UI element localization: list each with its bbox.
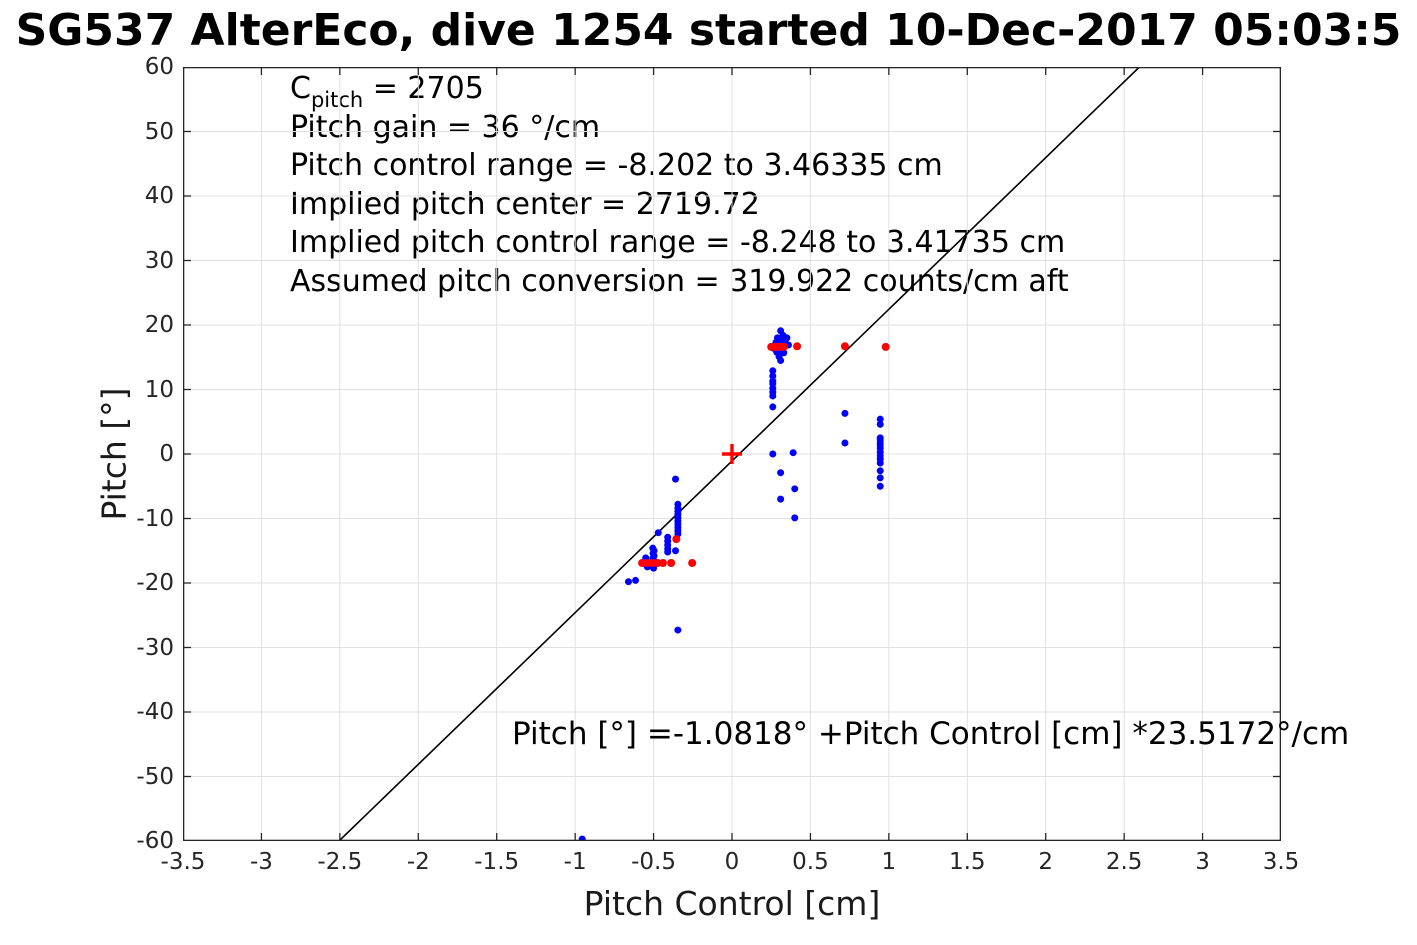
y-tick-label: -30 xyxy=(136,634,174,661)
y-tick-label: 50 xyxy=(144,118,174,145)
y-tick-label: 60 xyxy=(144,54,174,80)
x-tick-label: -1 xyxy=(563,849,587,875)
y-tick-label: 10 xyxy=(144,376,174,403)
y-tick-label: 0 xyxy=(159,441,174,467)
pitch-center-red-plus xyxy=(722,444,742,464)
x-tick-label: 3.5 xyxy=(1262,849,1300,875)
x-tick-label: 3 xyxy=(1195,849,1210,875)
grid-lines xyxy=(183,67,1281,841)
y-tick-label: -20 xyxy=(136,570,174,596)
annotation-line-implied-pitch-center: Implied pitch center = 2719.72 xyxy=(290,186,760,222)
annotation-line-pitch-control-range: Pitch control range = -8.202 to 3.46335 … xyxy=(290,148,943,183)
x-tick-label: -2.5 xyxy=(317,849,363,875)
annotation-block: Cpitch = 2705 Pitch gain = 36 °/cm Pitch… xyxy=(290,70,1069,301)
y-tick-label: -10 xyxy=(136,505,174,532)
x-tick-label: 0.5 xyxy=(792,849,829,875)
annotation-cpitch-line: Cpitch = 2705 xyxy=(290,70,1069,112)
cpitch-value: = 2705 xyxy=(363,71,484,106)
y-tick-label: -50 xyxy=(136,763,174,790)
y-tick-label: 20 xyxy=(144,312,174,338)
x-tick-label: -3.5 xyxy=(160,849,206,875)
y-tick-label: 30 xyxy=(144,247,174,274)
x-tick-label: 2.5 xyxy=(1105,849,1143,875)
y-tick-label: 40 xyxy=(144,183,174,209)
cpitch-main: C xyxy=(290,71,311,106)
cpitch-subscript: pitch xyxy=(310,88,364,112)
annotation-line-assumed-pitch-conversion: Assumed pitch conversion = 319.922 count… xyxy=(290,263,1069,299)
y-axis-label: Pitch [°] xyxy=(94,387,134,521)
x-tick-label: 1.5 xyxy=(948,849,986,875)
implied-pitch-red-dots xyxy=(638,342,890,568)
x-tick-label: -0.5 xyxy=(631,849,677,875)
annotation-line-pitch-gain: Pitch gain = 36 °/cm xyxy=(290,109,601,145)
x-tick-label: 0 xyxy=(724,849,740,875)
x-tick-label: -3 xyxy=(249,849,273,875)
annotation-line-implied-pitch-control-range: Implied pitch control range = -8.248 to … xyxy=(290,225,1066,260)
observed-pitch-blue-dots xyxy=(578,327,884,841)
x-axis-label: Pitch Control [cm] xyxy=(583,884,881,923)
fit-equation-text: Pitch [°] =-1.0818° +Pitch Control [cm] … xyxy=(512,716,1350,752)
x-tick-label: -2 xyxy=(406,849,430,875)
x-tick-label: 2 xyxy=(1038,849,1054,875)
y-tick-label: -40 xyxy=(136,699,174,725)
y-tick-label: -60 xyxy=(136,828,174,854)
x-tick-label: -1.5 xyxy=(474,849,520,875)
plot-title: SG537 AlterEco, dive 1254 started 10-Dec… xyxy=(15,5,1402,56)
x-tick-label: 1 xyxy=(881,849,897,875)
axes-box-and-ticks xyxy=(183,67,1281,841)
plot-area xyxy=(183,67,1281,841)
